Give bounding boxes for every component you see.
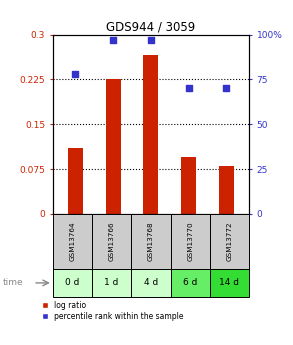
Point xyxy=(111,37,115,43)
Bar xyxy=(143,56,159,214)
Point xyxy=(149,37,153,43)
FancyBboxPatch shape xyxy=(92,269,131,297)
Text: GSM13766: GSM13766 xyxy=(109,222,115,261)
Title: GDS944 / 3059: GDS944 / 3059 xyxy=(106,20,195,33)
Bar xyxy=(105,79,121,214)
Legend: log ratio, percentile rank within the sample: log ratio, percentile rank within the sa… xyxy=(42,300,184,321)
FancyBboxPatch shape xyxy=(210,214,249,269)
FancyBboxPatch shape xyxy=(92,214,131,269)
FancyBboxPatch shape xyxy=(53,214,92,269)
Point xyxy=(73,71,78,77)
FancyBboxPatch shape xyxy=(210,269,249,297)
FancyBboxPatch shape xyxy=(53,269,92,297)
Text: time: time xyxy=(3,278,23,287)
Bar xyxy=(68,148,83,214)
Text: 0 d: 0 d xyxy=(65,278,80,287)
Text: 6 d: 6 d xyxy=(183,278,197,287)
Text: GSM13770: GSM13770 xyxy=(187,222,193,261)
FancyBboxPatch shape xyxy=(131,269,171,297)
Text: GSM13768: GSM13768 xyxy=(148,222,154,261)
Text: 14 d: 14 d xyxy=(219,278,239,287)
Bar xyxy=(181,157,196,214)
Point xyxy=(224,86,229,91)
FancyBboxPatch shape xyxy=(171,269,210,297)
Text: 4 d: 4 d xyxy=(144,278,158,287)
Point xyxy=(186,86,191,91)
Bar xyxy=(219,166,234,214)
FancyBboxPatch shape xyxy=(131,214,171,269)
Text: GSM13772: GSM13772 xyxy=(226,222,232,261)
Text: 1 d: 1 d xyxy=(104,278,119,287)
FancyBboxPatch shape xyxy=(171,214,210,269)
Text: GSM13764: GSM13764 xyxy=(69,222,75,261)
